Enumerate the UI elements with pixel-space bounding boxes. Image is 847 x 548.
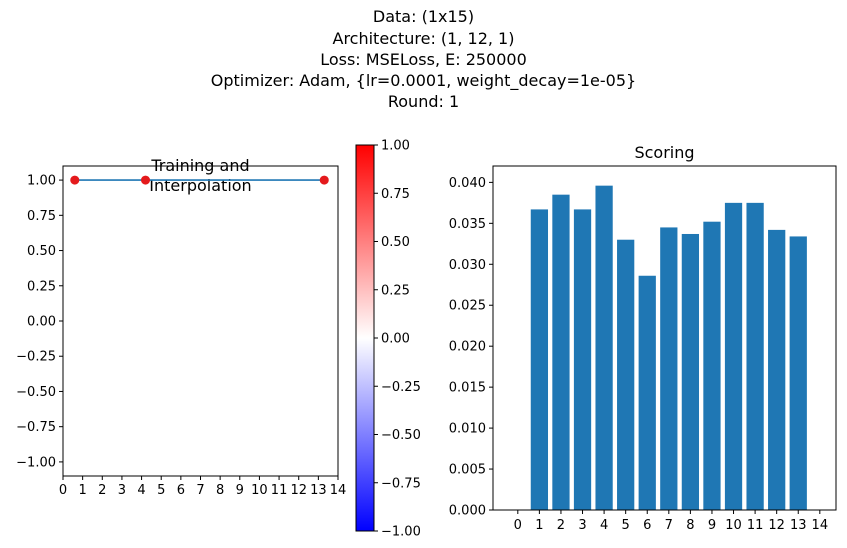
right-y-tick-label: 0.015 — [449, 381, 486, 396]
left-y-tick-label: −0.50 — [16, 385, 56, 400]
left-x-tick-label: 6 — [177, 483, 185, 498]
left-y-tick-label: 1.00 — [27, 174, 56, 189]
score-bar — [681, 233, 700, 510]
score-bar — [573, 209, 592, 510]
colorbar-tick-label: 0.50 — [381, 235, 410, 250]
left-y-tick-label: −0.75 — [16, 420, 56, 435]
left-x-tick-label: 7 — [196, 483, 204, 498]
colorbar: 1.00 0.75 0.50 0.25 0.00 −0.25 −0.50 −0.75 −1.00 — [355, 139, 421, 540]
score-bar — [746, 202, 764, 510]
training-point — [141, 175, 150, 185]
right-y-tick-label: 0.030 — [449, 258, 486, 273]
left-x-tick-label: 1 — [79, 483, 87, 498]
left-x-tick-label: 2 — [98, 483, 106, 498]
left-y-tick-label: 0.25 — [27, 279, 56, 294]
suptitle-data: Data: (1x15) — [372, 7, 475, 26]
left-x-tick-label: 13 — [310, 483, 327, 498]
right-y-tick-label: 0.040 — [449, 176, 486, 191]
right-y-tick-label: 0.035 — [449, 217, 486, 232]
right-y-tick-label: 0.000 — [449, 504, 486, 519]
right-x-tick-label: 0 — [514, 518, 522, 533]
left-axes-frame — [62, 165, 339, 477]
right-x-tick-label: 4 — [600, 518, 608, 533]
left-y-tick-label: −0.25 — [16, 350, 56, 365]
right-title: Scoring — [634, 143, 694, 162]
right-x-tick-label: 12 — [768, 518, 785, 533]
right-x-tick-label: 7 — [665, 518, 673, 533]
score-bar — [617, 239, 635, 510]
right-y-tick-label: 0.005 — [449, 463, 486, 478]
suptitle-round: Round: 1 — [387, 92, 460, 111]
left-x-tick-label: 3 — [118, 483, 126, 498]
left-x-tick-label: 9 — [236, 483, 244, 498]
score-bar — [552, 194, 570, 510]
right-x-tick-label: 1 — [535, 518, 543, 533]
right-axes-frame — [492, 165, 837, 511]
right-x-tick-label: 14 — [812, 518, 829, 533]
right-x-tick-label: 13 — [790, 518, 807, 533]
suptitle-architecture: Architecture: (1, 12, 1) — [332, 29, 515, 48]
left-title-line-2: Interpolation — [149, 176, 251, 195]
right-x-tick-label: 3 — [578, 518, 586, 533]
score-bar — [660, 227, 678, 510]
suptitle-optimizer: Optimizer: Adam, {lr=0.0001, weight_deca… — [210, 71, 637, 90]
colorbar-tick-label: −0.75 — [381, 476, 421, 491]
score-bar — [595, 185, 613, 510]
colorbar-tick-label: 0.75 — [381, 187, 410, 202]
right-x-tick-label: 9 — [708, 518, 716, 533]
right-x-tick-label: 6 — [643, 518, 651, 533]
left-x-tick-label: 8 — [216, 483, 224, 498]
left-x-tick-label: 10 — [251, 483, 268, 498]
training-point — [70, 175, 80, 185]
left-y-tick-label: 0.50 — [27, 244, 56, 259]
right-x-tick-label: 5 — [622, 518, 630, 533]
left-y-tick-label: −1.00 — [16, 455, 56, 470]
score-bar — [530, 209, 549, 510]
left-y-tick-label: 0.00 — [27, 315, 56, 330]
colorbar-tick-label: 0.25 — [381, 283, 410, 298]
right-x-tick-label: 10 — [725, 518, 742, 533]
right-y-tick-label: 0.020 — [449, 340, 486, 355]
colorbar-tick-label: −0.50 — [381, 428, 421, 443]
left-x-tick-label: 0 — [59, 483, 67, 498]
colorbar-tick-label: 0.00 — [381, 332, 410, 347]
right-y-tick-label: 0.010 — [449, 422, 486, 437]
score-bar — [724, 202, 743, 510]
colorbar-tick-label: −1.00 — [381, 525, 421, 540]
right-x-tick-label: 11 — [747, 518, 764, 533]
training-point — [319, 175, 329, 185]
score-bar — [768, 229, 786, 510]
right-y-tick-label: 0.025 — [449, 299, 486, 314]
left-y-tick-label: 0.75 — [27, 209, 56, 224]
suptitle-loss: Loss: MSELoss, E: 250000 — [320, 50, 527, 69]
left-x-tick-label: 5 — [157, 483, 165, 498]
left-x-tick-label: 4 — [137, 483, 145, 498]
colorbar-gradient — [355, 144, 375, 532]
left-x-tick-label: 12 — [290, 483, 307, 498]
score-bar — [789, 236, 807, 510]
colorbar-tick-label: −0.25 — [381, 380, 421, 395]
right-x-tick-label: 2 — [557, 518, 565, 533]
right-x-tick-label: 8 — [686, 518, 694, 533]
colorbar-tick-label: 1.00 — [381, 139, 410, 154]
score-bar — [638, 275, 656, 510]
left-x-tick-label: 11 — [271, 483, 288, 498]
score-bar — [703, 221, 721, 510]
left-x-tick-label: 14 — [330, 483, 347, 498]
